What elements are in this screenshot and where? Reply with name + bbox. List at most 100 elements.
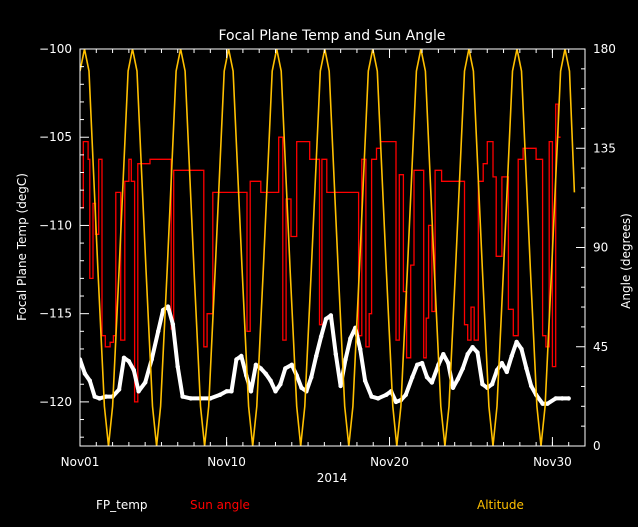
series-fp-temp	[80, 304, 571, 406]
fp-temp-point	[165, 304, 171, 309]
fp-temp-point	[348, 336, 353, 341]
fp-temp-point	[103, 394, 109, 399]
fp-temp-point	[278, 382, 283, 387]
fp-temp-point	[258, 366, 263, 371]
fp-temp-point	[343, 357, 348, 362]
fp-temp-point	[217, 392, 223, 397]
fp-temp-point	[384, 392, 389, 397]
fp-temp-point	[283, 366, 288, 371]
fp-temp-point	[268, 378, 273, 383]
fp-temp-point	[362, 378, 368, 383]
fp-temp-point	[424, 375, 430, 380]
fp-temp-point	[289, 362, 294, 367]
fp-temp-point	[82, 371, 88, 376]
fp-temp-point	[299, 385, 304, 390]
fp-temp-point	[309, 375, 314, 380]
y-tick-label: −120	[39, 395, 72, 409]
fp-temp-point	[239, 353, 244, 359]
fp-temp-point	[450, 385, 456, 390]
fp-temp-point	[229, 389, 234, 394]
fp-temp-point	[540, 401, 545, 406]
fp-temp-point	[470, 345, 475, 350]
fp-temp-point	[156, 329, 161, 334]
y2-axis-label: Angle (degrees)	[619, 213, 633, 309]
x-tick-label: Nov20	[370, 455, 409, 469]
fp-temp-point	[509, 353, 514, 359]
fp-temp-point	[188, 396, 193, 401]
fp-temp-point	[180, 394, 185, 399]
fp-temp-point	[234, 357, 239, 362]
legend-sun-angle: Sun angle	[190, 498, 250, 512]
chart-title: Focal Plane Temp and Sun Angle	[218, 28, 445, 44]
y2-tick-label: 90	[593, 241, 608, 255]
fp-temp-point	[475, 350, 480, 355]
fp-temp-point	[460, 366, 465, 371]
fp-temp-point	[524, 366, 529, 371]
fp-temp-point	[560, 396, 565, 401]
fp-temp-point	[514, 339, 519, 345]
fp-temp-point	[410, 375, 415, 380]
fp-temp-point	[441, 352, 446, 357]
fp-temp-point	[263, 371, 268, 376]
fp-temp-point	[358, 346, 363, 352]
fp-temp-point	[529, 383, 534, 389]
y-tick-label: −105	[39, 130, 72, 144]
fp-temp-point	[160, 307, 166, 313]
y-axis-label: Focal Plane Temp (degC)	[15, 173, 29, 321]
altitude-line	[80, 49, 576, 446]
fp-temp-point	[415, 362, 420, 367]
fp-temp-point	[131, 367, 136, 373]
legend-fp-temp: FP_temp	[96, 498, 148, 512]
legend-altitude: Altitude	[477, 498, 524, 512]
series-altitude	[80, 49, 576, 446]
y2-tick-label: 180	[593, 42, 616, 56]
fp-temp-point	[553, 396, 558, 401]
fp-temp-point	[504, 369, 509, 375]
fp-temp-point	[455, 376, 461, 382]
fp-temp-point	[136, 389, 141, 394]
fp-temp-point	[338, 383, 343, 389]
fp-temp-point	[369, 394, 374, 399]
fp-temp-point	[429, 380, 435, 385]
fp-temp-point	[333, 352, 338, 357]
legend: FP_temp Sun angle Altitude	[96, 498, 524, 512]
fp-temp-point	[170, 322, 176, 327]
axis-group: Nov01 Nov10 Nov20 Nov30 −100 −105 −110 −115 −120…	[39, 42, 616, 469]
fp-temp-point	[403, 392, 408, 397]
fp-temp-point	[97, 396, 102, 401]
fp-temp-point	[273, 389, 278, 394]
x-tick-label: Nov30	[533, 455, 572, 469]
fp-temp-point	[314, 353, 319, 359]
fp-temp-point	[446, 360, 451, 366]
y2-tick-label: 45	[593, 340, 608, 354]
fp-temp-point	[566, 396, 571, 401]
fp-temp-point	[121, 355, 127, 360]
fp-temp-point	[126, 359, 132, 364]
plot-area	[80, 49, 576, 446]
fp-temp-point	[519, 346, 524, 352]
fp-temp-point	[92, 394, 97, 399]
fp-temp-point	[499, 360, 505, 366]
fp-temp-point	[465, 352, 470, 357]
fp-temp-point	[328, 313, 334, 318]
fp-temp-point	[175, 364, 180, 369]
fp-temp-point	[393, 399, 399, 405]
fp-temp-point	[87, 378, 93, 383]
fp-temp-point	[80, 357, 83, 362]
fp-temp-point	[419, 360, 425, 366]
fp-temp-point	[318, 334, 324, 339]
y-tick-label: −100	[39, 42, 72, 56]
fp-temp-point	[224, 389, 229, 394]
fp-temp-point	[323, 316, 329, 322]
x-axis-label: 2014	[317, 471, 348, 485]
fp-temp-point	[253, 362, 259, 367]
fp-temp-point	[545, 401, 550, 406]
y-tick-label: −110	[39, 218, 72, 232]
fp-temp-point	[248, 389, 254, 394]
fp-temp-point	[375, 396, 381, 401]
fp-temp-point	[116, 387, 122, 392]
x-tick-label: Nov01	[61, 455, 100, 469]
fp-temp-point	[480, 382, 485, 387]
